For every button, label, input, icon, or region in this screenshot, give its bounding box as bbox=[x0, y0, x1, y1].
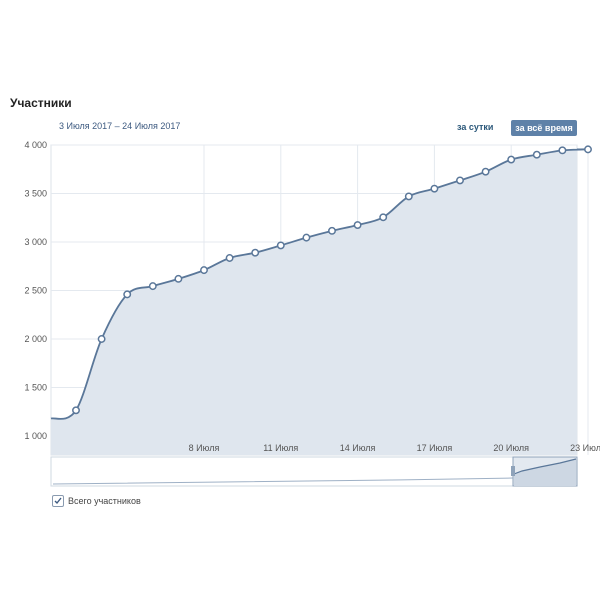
period-day-button[interactable]: за сутки bbox=[457, 122, 494, 132]
navigator-selection-line bbox=[513, 458, 577, 475]
data-point[interactable] bbox=[584, 145, 592, 154]
legend: Всего участников bbox=[52, 494, 141, 508]
data-point[interactable] bbox=[225, 254, 234, 262]
data-point[interactable] bbox=[532, 150, 541, 159]
data-point[interactable] bbox=[430, 184, 439, 193]
series-points bbox=[72, 145, 592, 415]
data-point[interactable] bbox=[379, 213, 388, 222]
x-tick-label: 17 Июля bbox=[417, 443, 453, 453]
navigator-selection-area bbox=[514, 459, 576, 486]
data-point[interactable] bbox=[174, 274, 183, 283]
y-tick-label: 2 500 bbox=[24, 286, 47, 296]
data-point[interactable] bbox=[456, 176, 464, 185]
y-tick-label: 2 000 bbox=[24, 334, 47, 344]
checkmark-icon bbox=[54, 497, 62, 505]
navigator-frame bbox=[50, 456, 578, 487]
data-point[interactable] bbox=[148, 282, 157, 291]
data-point[interactable] bbox=[328, 226, 336, 235]
date-range-label[interactable]: 3 Июля 2017 – 24 Июля 2017 bbox=[59, 121, 181, 131]
data-point[interactable] bbox=[558, 146, 567, 155]
data-point[interactable] bbox=[200, 266, 208, 275]
y-tick-label: 1 000 bbox=[24, 431, 47, 441]
x-tick-label: 8 Июля bbox=[189, 443, 220, 453]
y-tick-label: 3 500 bbox=[24, 189, 47, 199]
range-navigator[interactable] bbox=[50, 456, 578, 487]
legend-label: Всего участников bbox=[68, 496, 141, 506]
period-all-button[interactable]: за всё время bbox=[511, 120, 577, 136]
data-point[interactable] bbox=[353, 221, 362, 229]
navigator-handle-left[interactable] bbox=[511, 466, 515, 476]
navigator-history-line bbox=[52, 477, 514, 485]
x-tick-label: 23 Июля bbox=[570, 443, 600, 453]
x-tick-label: 14 Июля bbox=[340, 443, 376, 453]
x-tick-label: 20 Июля bbox=[493, 443, 529, 453]
y-tick-label: 1 500 bbox=[24, 383, 47, 393]
data-point[interactable] bbox=[276, 241, 285, 250]
chart-title: Участники bbox=[10, 96, 72, 110]
series-area bbox=[51, 149, 589, 455]
data-point[interactable] bbox=[123, 290, 132, 299]
x-axis: 8 Июля 11 Июля 14 Июля 17 Июля 20 Июля 23 Июл… bbox=[189, 443, 600, 453]
data-point[interactable] bbox=[97, 335, 106, 343]
data-point[interactable] bbox=[72, 406, 80, 415]
data-point[interactable] bbox=[302, 233, 311, 242]
series-checkbox[interactable] bbox=[52, 495, 64, 507]
y-axis: 1 000 1 500 2 000 2 500 3 000 3 500 4 000 bbox=[24, 140, 47, 441]
y-tick-label: 3 000 bbox=[24, 237, 47, 247]
y-tick-label: 4 000 bbox=[24, 140, 47, 150]
data-point[interactable] bbox=[251, 248, 260, 257]
data-point[interactable] bbox=[481, 167, 490, 176]
data-point[interactable] bbox=[404, 192, 413, 201]
data-point[interactable] bbox=[507, 155, 516, 164]
x-tick-label: 11 Июля bbox=[263, 443, 298, 453]
